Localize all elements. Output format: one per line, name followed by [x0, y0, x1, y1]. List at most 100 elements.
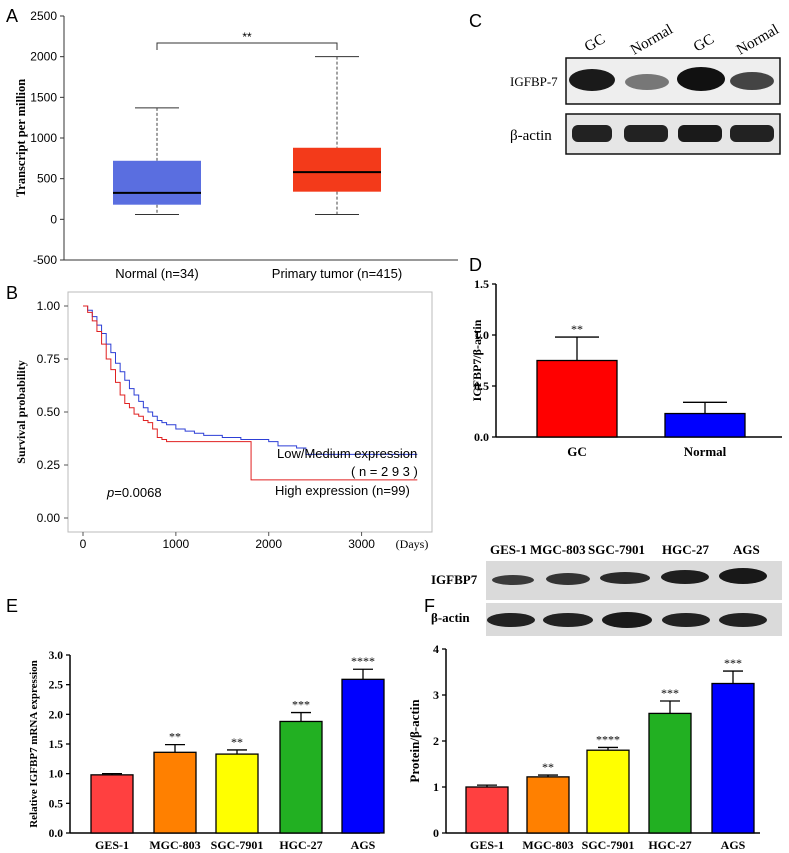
- y-tick-label: 0.00: [37, 511, 61, 525]
- survival-curve-high: [83, 305, 418, 481]
- significance-label: ****: [596, 732, 620, 746]
- blot-f-band: [546, 573, 590, 585]
- x-category-label: MGC-803: [149, 838, 200, 852]
- y-tick-label: 0.5: [474, 379, 489, 393]
- survival-plot-b: 0.00 0.25 0.50 0.75 1.00 0 1000 2000 3000 (Days) S…: [14, 291, 433, 551]
- bar: [648, 712, 692, 834]
- blot-c-band: [572, 125, 612, 142]
- x-category-label: SGC-7901: [582, 838, 635, 852]
- bar: [586, 749, 630, 834]
- blot-f-lane-4: HGC-27: [662, 542, 709, 557]
- x-tick-label: 1000: [163, 537, 190, 551]
- blot-f-band: [661, 570, 709, 584]
- bar: [664, 412, 746, 438]
- legend-high: High expression (n=99): [275, 483, 410, 498]
- y-tick-label: 0: [433, 826, 439, 840]
- blot-c-row-igfbp7: IGFBP-7: [510, 74, 558, 89]
- y-tick-label: 0.25: [37, 458, 61, 472]
- x-category-label: HGC-27: [648, 838, 691, 852]
- panel-d: D 0.0 0.5 1.0 1.5 IGFBP7/β-actin ** GC Normal: [469, 255, 782, 459]
- x-category-label: AGS: [351, 838, 376, 852]
- y-tick-label: 3: [433, 688, 439, 702]
- panel-letter-b: B: [6, 283, 18, 303]
- x-category-label: HGC-27: [279, 838, 322, 852]
- blot-f-row-bactin: β-actin: [431, 610, 470, 625]
- y-axis-label: Relative IGFBP7 mRNA expression: [28, 660, 40, 828]
- blot-c-band: [569, 69, 615, 91]
- y-tick-label: 2: [433, 734, 439, 748]
- bar: [465, 786, 509, 834]
- bar: [215, 753, 259, 834]
- significance-label: ***: [724, 656, 742, 670]
- y-tick-label: 0.0: [474, 430, 489, 444]
- y-tick-label: 1.0: [49, 769, 64, 781]
- blot-c-band: [730, 72, 774, 90]
- y-axis-label: IGFBP7/β-actin: [470, 319, 484, 401]
- y-tick-label: 2000: [30, 50, 57, 64]
- legend-low-medium-n: ( n = 2 9 3 ): [351, 464, 418, 479]
- blot-c-lane-2: Normal: [628, 22, 676, 59]
- blot-f-band: [662, 613, 710, 627]
- y-tick-label: 0.0: [49, 828, 64, 840]
- blot-f-lane-2: MGC-803: [530, 542, 586, 557]
- legend-low-medium: Low/Medium expression: [277, 446, 417, 461]
- y-tick-label: 1.00: [37, 299, 61, 313]
- x-category-label: Primary tumor (n=415): [272, 266, 402, 281]
- y-tick-label: 1.0: [474, 328, 489, 342]
- blot-f-band: [719, 613, 767, 627]
- y-tick-label: -500: [33, 253, 57, 267]
- x-category-label: Normal (n=34): [115, 266, 198, 281]
- y-tick-label: 2.5: [49, 680, 64, 692]
- bar: [90, 774, 134, 834]
- significance-label: **: [231, 735, 243, 749]
- x-tick-label: 0: [80, 537, 87, 551]
- blot-c-lane-3: GC: [691, 31, 717, 55]
- blot-f-row-igfbp7: IGFBP7: [431, 572, 478, 587]
- box-plot-a: -500 0 500 1000 1500 2000 2500 Transcript per m…: [14, 9, 458, 281]
- y-tick-label: 0.75: [37, 352, 61, 366]
- significance-label: **: [242, 30, 252, 44]
- box-iqr: [293, 147, 381, 192]
- blot-f-band: [487, 613, 535, 627]
- blot-f-band: [492, 575, 534, 585]
- survival-curve-low-medium: [83, 305, 418, 455]
- x-category-label: AGS: [721, 838, 746, 852]
- panel-f: F GES-1 MGC-803 SGC-7901 HGC-27 AGS IGFB…: [407, 542, 782, 852]
- bar: [536, 359, 618, 438]
- panel-a: A -500 0 500 1000 1500 2000 2500 Transcript per…: [6, 6, 458, 281]
- bar: [526, 776, 570, 834]
- blot-f-lane-5: AGS: [733, 542, 760, 557]
- bar: [711, 682, 755, 834]
- significance-label: **: [571, 322, 583, 336]
- blot-f-band: [602, 612, 652, 628]
- x-category-label: SGC-7901: [211, 838, 264, 852]
- y-tick-label: 1.5: [474, 277, 489, 291]
- y-tick-label: 4: [433, 642, 439, 656]
- blot-f-lane-1: GES-1: [490, 542, 527, 557]
- y-tick-label: 500: [37, 172, 57, 186]
- x-category-label: GC: [567, 444, 587, 459]
- blot-f-band: [719, 568, 767, 584]
- bar-chart-f: 0 1 2 3 4 Protein/β-actin GES-1 ** MGC-803 **** SG…: [407, 642, 760, 852]
- y-axis-label: Transcript per million: [14, 79, 28, 197]
- blot-f-lane-3: SGC-7901: [588, 542, 645, 557]
- blot-c-band: [678, 125, 722, 142]
- significance-label: **: [542, 760, 554, 774]
- x-tick-label: 3000: [348, 537, 375, 551]
- blot-c-lane-1: GC: [582, 31, 608, 55]
- y-tick-label: 1.5: [49, 739, 64, 751]
- panel-letter-e: E: [6, 596, 18, 616]
- y-tick-label: 1500: [30, 90, 57, 104]
- x-category-label: Normal: [684, 444, 727, 459]
- blot-c-band: [677, 67, 725, 91]
- x-category-label: GES-1: [95, 838, 129, 852]
- x-axis-label: (Days): [396, 537, 429, 551]
- bar: [341, 678, 385, 834]
- panel-b: B 0.00 0.25 0.50 0.75 1.00 0 1000 2000 3000 (Days…: [6, 283, 433, 551]
- box-iqr: [113, 160, 201, 205]
- y-tick-label: 1000: [30, 131, 57, 145]
- blot-c-band: [624, 125, 668, 142]
- significance-label: ****: [351, 654, 375, 668]
- blot-c-row-bactin: β-actin: [510, 128, 552, 144]
